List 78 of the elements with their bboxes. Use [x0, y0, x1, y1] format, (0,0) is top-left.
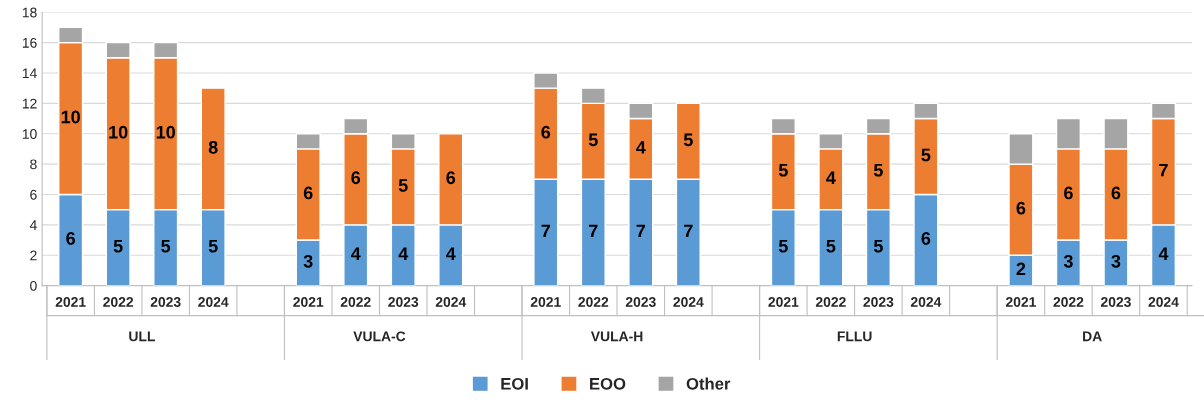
data-label: 5 — [873, 239, 883, 253]
data-label: 5 — [398, 179, 408, 192]
data-label: 7 — [589, 224, 598, 238]
text: FLLU — [837, 331, 872, 342]
x-tick-label: 2023 — [625, 297, 656, 307]
text: VULA-C — [353, 331, 406, 342]
data-label: 4 — [398, 247, 409, 260]
y-tick-label: 4 — [29, 220, 37, 230]
x-tick-label: 2021 — [768, 297, 799, 307]
data-label: 5 — [683, 133, 693, 147]
data-label: 2 — [1016, 262, 1026, 276]
text: VULA-H — [590, 331, 643, 342]
data-label: 3 — [1111, 254, 1121, 268]
data-label: 5 — [873, 163, 883, 177]
data-label: 4 — [350, 247, 361, 260]
x-tick-label: 2023 — [150, 297, 181, 307]
data-label: 4 — [446, 247, 456, 260]
text: DA — [1083, 331, 1102, 342]
data-label: 6 — [66, 232, 76, 245]
legend-label: EOO — [590, 377, 626, 390]
x-tick-label: 2022 — [815, 297, 846, 307]
x-tick-label: 2022 — [340, 297, 371, 307]
x-tick-label: 2022 — [578, 297, 609, 307]
data-label: 10 — [156, 125, 175, 139]
y-tick-label: 12 — [22, 98, 37, 109]
data-label: 6 — [446, 171, 456, 185]
data-label: 10 — [109, 125, 128, 139]
y-tick-label: 6 — [30, 189, 37, 200]
legend-label: Other — [686, 377, 731, 390]
y-tick-label: 0 — [30, 280, 37, 291]
data-label: 8 — [208, 140, 218, 154]
x-tick-label: 2021 — [293, 297, 324, 307]
x-tick-label: 2024 — [198, 297, 229, 307]
data-label: 5 — [161, 239, 171, 253]
data-label: 7 — [541, 224, 551, 238]
y-tick-label: 2 — [30, 250, 37, 261]
y-tick-label: 18 — [22, 7, 37, 18]
data-label: 5 — [778, 163, 788, 177]
data-label: 4 — [1158, 247, 1169, 260]
x-tick-label: 2024 — [435, 297, 467, 307]
data-label: 3 — [303, 254, 313, 268]
x-tick-label: 2021 — [530, 297, 561, 307]
data-label: 6 — [921, 232, 931, 245]
data-label: 5 — [921, 148, 931, 162]
x-tick-label: 2023 — [388, 297, 419, 307]
y-tick-label: 8 — [30, 159, 37, 170]
data-label: 10 — [61, 110, 80, 124]
data-label: 6 — [541, 125, 551, 139]
x-tick-label: 2024 — [910, 297, 942, 307]
data-label: 6 — [1064, 186, 1073, 200]
legend-label: EOI — [501, 377, 528, 390]
data-label: 6 — [303, 186, 313, 200]
y-tick-label: 10 — [22, 129, 37, 139]
data-label: 5 — [826, 239, 836, 253]
x-tick-label: 2023 — [1100, 297, 1131, 307]
x-tick-label: 2023 — [863, 297, 894, 307]
x-tick-label: 2021 — [1005, 297, 1036, 307]
data-label: 4 — [636, 141, 646, 154]
text: ULL — [129, 331, 155, 342]
data-label: 5 — [778, 239, 788, 253]
data-label: 7 — [684, 224, 693, 238]
data-label: 6 — [351, 171, 361, 185]
data-label: 5 — [113, 239, 123, 253]
data-label: 6 — [1016, 201, 1026, 215]
data-label: 4 — [826, 171, 836, 184]
x-tick-label: 2024 — [673, 297, 704, 307]
y-tick-label: 14 — [22, 68, 37, 79]
x-tick-label: 2021 — [55, 297, 86, 307]
data-label: 6 — [1111, 186, 1121, 200]
data-label: 5 — [588, 133, 598, 147]
x-tick-label: 2022 — [1053, 297, 1084, 307]
data-label: 7 — [636, 224, 646, 238]
x-tick-label: 2022 — [103, 297, 134, 307]
data-label: 5 — [208, 239, 218, 253]
data-label: 3 — [1063, 254, 1073, 268]
x-tick-label: 2024 — [1148, 297, 1179, 307]
data-label: 7 — [1159, 163, 1168, 177]
y-tick-label: 16 — [22, 37, 37, 48]
